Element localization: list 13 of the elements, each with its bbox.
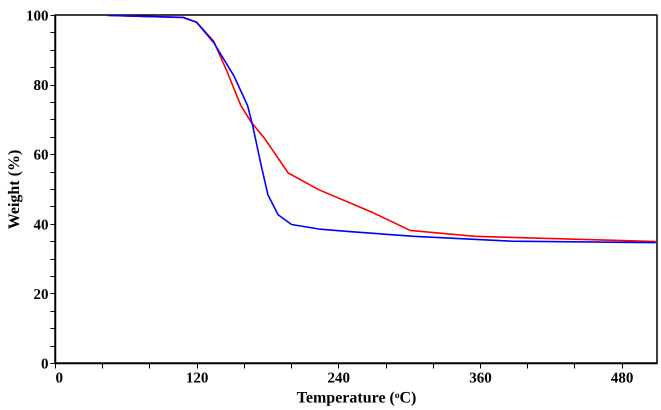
x-tick-label: 480 (610, 370, 634, 386)
y-tick-label: 60 (34, 148, 48, 164)
y-axis-title: Weight (%) (6, 150, 23, 230)
x-tick-label: 120 (186, 370, 208, 386)
x-tick-label: 0 (56, 370, 63, 386)
y-tick-label: 40 (34, 217, 48, 234)
x-tick-label: 360 (469, 370, 492, 386)
x-tick-label: 240 (328, 370, 350, 386)
y-tick-label: 100 (26, 8, 48, 24)
x-axis-title: Temperature (ᵒC) (296, 390, 416, 406)
y-tick-label: 0 (41, 356, 48, 372)
y-tick-label: 80 (34, 78, 48, 94)
y-tick-label: 20 (34, 286, 48, 303)
